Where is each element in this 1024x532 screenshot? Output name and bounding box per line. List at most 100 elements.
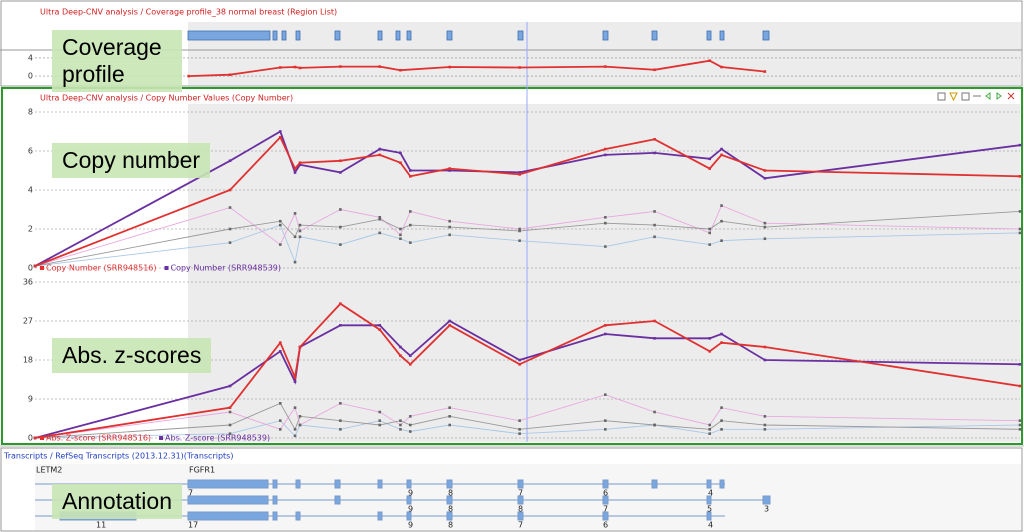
y-tick-label: 6 (28, 147, 33, 156)
data-point (408, 430, 412, 433)
data-point (708, 350, 712, 353)
data-point (720, 219, 723, 223)
y-tick-label: 0 (28, 72, 33, 81)
y-tick-label: 27 (23, 317, 33, 326)
data-point (293, 380, 297, 383)
data-point (378, 216, 382, 219)
data-point (278, 402, 282, 405)
data-point (763, 237, 767, 241)
data-point (708, 243, 712, 246)
data-point (399, 161, 402, 164)
panel-title: Transcripts / RefSeq Transcripts (2013.1… (3, 452, 233, 461)
data-point (1018, 227, 1022, 231)
data-point (228, 406, 232, 409)
exon-number: 8 (448, 505, 453, 514)
exon-number: 8 (518, 505, 523, 514)
data-point (298, 163, 302, 166)
data-point (720, 406, 723, 409)
data-point (293, 167, 297, 170)
exon-number: 7 (188, 489, 193, 498)
data-point (763, 169, 767, 172)
data-point (518, 239, 521, 242)
data-point (298, 415, 302, 418)
data-point (518, 66, 521, 69)
data-point (399, 354, 402, 357)
data-point (298, 229, 302, 233)
legend-swatch (40, 436, 44, 440)
data-point (720, 153, 723, 157)
data-point (339, 225, 342, 229)
data-point (278, 66, 282, 69)
data-point (228, 241, 232, 244)
data-point (399, 423, 402, 427)
data-point (653, 410, 656, 414)
data-point (1018, 419, 1022, 422)
data-point (378, 153, 382, 157)
data-point (448, 169, 451, 172)
data-point (378, 324, 382, 327)
data-point (228, 227, 232, 231)
data-point (339, 402, 342, 405)
data-point (720, 428, 723, 431)
data-point (298, 66, 302, 70)
data-point (33, 264, 37, 268)
plot-bg (35, 464, 1021, 530)
data-point (228, 206, 232, 209)
exon-number: 7 (603, 505, 608, 514)
data-point (708, 59, 712, 62)
data-point (708, 337, 712, 340)
data-point (763, 225, 767, 229)
data-point (298, 235, 302, 239)
data-point (448, 167, 451, 170)
data-point (339, 419, 342, 422)
overlay-label: Abs. z-scores (52, 338, 212, 373)
data-point (293, 171, 297, 174)
legend-swatch (164, 266, 169, 270)
exon-number: 5 (707, 505, 712, 514)
data-point (293, 212, 297, 215)
data-point (228, 159, 232, 163)
data-point (408, 210, 412, 213)
data-point (720, 332, 723, 336)
data-point (378, 419, 382, 422)
data-point (378, 231, 382, 235)
data-point (604, 216, 607, 219)
data-point (339, 159, 342, 163)
gene-label: LETM2 (36, 466, 62, 475)
legend-label: Copy Number (SRR948516) (46, 264, 157, 273)
data-point (763, 345, 767, 349)
toolbar[interactable] (937, 92, 1015, 102)
data-point (708, 227, 712, 231)
data-point (1018, 428, 1022, 431)
data-point (278, 130, 282, 133)
y-tick-label: 0 (28, 434, 33, 443)
y-tick-label: 36 (23, 278, 33, 287)
data-point (339, 65, 342, 68)
data-point (708, 432, 712, 435)
data-point (278, 350, 282, 353)
data-point (298, 423, 302, 427)
data-point (298, 223, 302, 227)
y-tick-label: 18 (23, 356, 33, 365)
data-point (720, 147, 723, 151)
data-point (399, 227, 402, 231)
data-point (228, 410, 232, 414)
y-tick-label: 0 (28, 264, 33, 273)
data-point (408, 423, 412, 427)
data-point (339, 428, 342, 431)
data-point (378, 147, 382, 151)
data-point (339, 243, 342, 246)
data-point (228, 73, 232, 77)
exon-number: 11 (96, 521, 106, 530)
panel-title: Ultra Deep-CNV analysis / Copy Number Va… (40, 94, 293, 103)
data-point (604, 324, 607, 327)
exon-number: 4 (708, 489, 713, 498)
data-point (518, 173, 521, 176)
data-point (653, 68, 656, 72)
data-point (278, 223, 282, 227)
regions (187, 30, 770, 41)
data-point (763, 177, 767, 180)
data-point (1018, 175, 1022, 178)
data-point (378, 423, 382, 427)
